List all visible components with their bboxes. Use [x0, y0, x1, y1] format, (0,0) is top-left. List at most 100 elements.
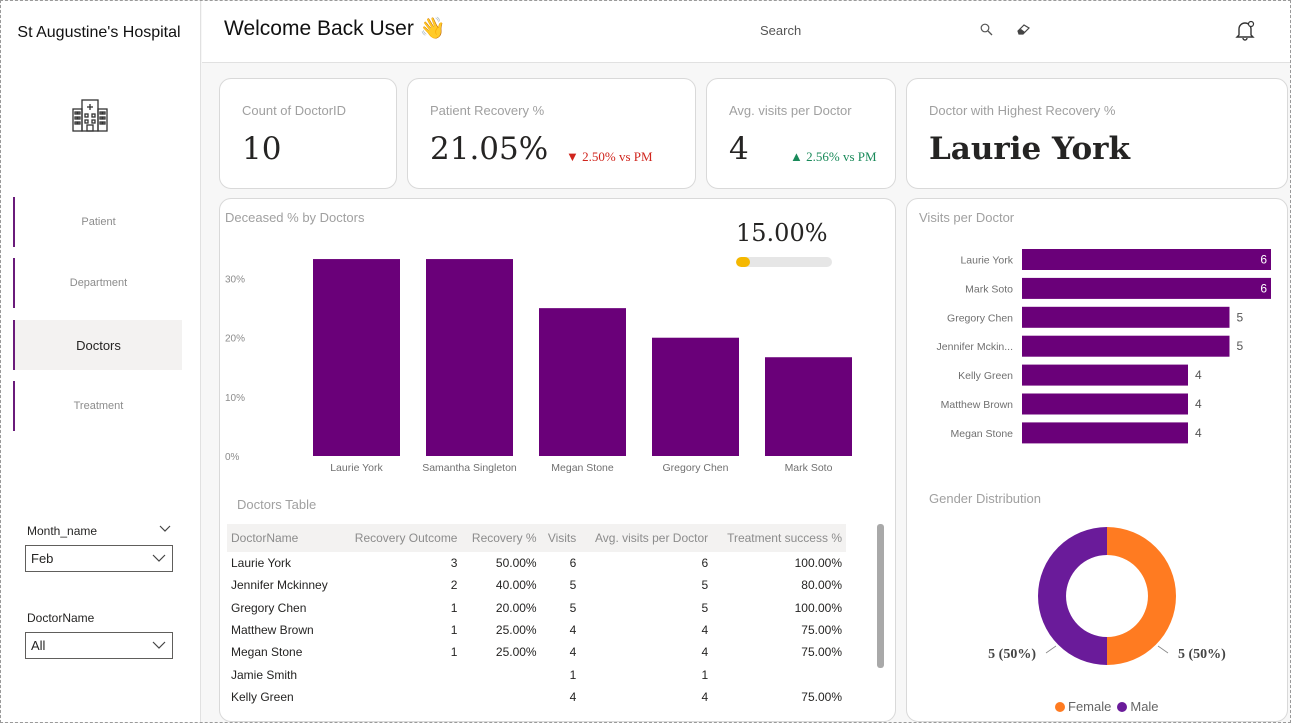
y-tick-label: Laurie York — [960, 255, 1013, 267]
notification-bell-icon[interactable] — [1234, 19, 1256, 41]
kpi-count-doctor: Count of DoctorID 10 — [219, 78, 397, 189]
visits-bar[interactable] — [1022, 335, 1230, 357]
deceased-and-table-card: Deceased % by Doctors 15.00% 0% 10% 20% 30%… — [219, 198, 896, 722]
x-tick-label: Mark Soto — [785, 462, 833, 474]
page-title: Welcome Back User 👋 — [224, 17, 446, 40]
table-cell: Kelly Green — [231, 689, 294, 704]
deceased-gauge-track — [736, 257, 832, 267]
table-cell: 4 — [701, 645, 709, 660]
column-header[interactable]: Visits — [540, 524, 581, 552]
table-cell: 75.00% — [801, 645, 842, 660]
column-header[interactable]: Recovery Outcome — [340, 524, 462, 552]
table-cell: 20.00% — [495, 600, 537, 615]
kpi-top-doctor: Doctor with Highest Recovery % Laurie Yo… — [906, 78, 1288, 189]
search-input[interactable]: Search — [760, 23, 802, 38]
legend-label: Male — [1130, 699, 1159, 714]
table-cell: 40.00% — [495, 578, 537, 593]
data-label: 5 (50%) — [1178, 647, 1226, 662]
table-cell: 5 — [569, 600, 577, 615]
nav-doctors[interactable]: Doctors — [13, 320, 182, 370]
x-tick-label: Gregory Chen — [663, 462, 729, 474]
deceased-bar[interactable] — [652, 337, 739, 456]
month-dropdown[interactable]: Feb — [25, 545, 173, 572]
y-tick-label: Jennifer Mckin... — [937, 341, 1013, 353]
table-cell: 1 — [569, 667, 577, 682]
chevron-down-icon — [152, 641, 166, 649]
donut-slice[interactable] — [1107, 527, 1176, 665]
deceased-bar[interactable] — [539, 308, 626, 456]
eraser-icon[interactable] — [1016, 22, 1032, 36]
table-cell: Gregory Chen — [231, 600, 307, 615]
table-row[interactable]: Megan Stone 1 25.00% 4 4 75.00% — [227, 641, 846, 663]
data-label: 4 — [1195, 368, 1202, 382]
table-cell: Matthew Brown — [231, 623, 314, 638]
table-row[interactable]: Jamie Smith 1 1 — [227, 663, 846, 685]
chart-title: Visits per Doctor — [919, 210, 1015, 225]
visits-bar[interactable] — [1022, 249, 1271, 270]
column-header[interactable]: DoctorName — [227, 524, 341, 552]
table-row[interactable]: Gregory Chen 1 20.00% 5 5 100.00% — [227, 597, 846, 619]
kpi-value: Laurie York — [929, 131, 1130, 167]
doctors-table: DoctorName Recovery Outcome Recovery % Visi… — [227, 524, 846, 708]
leader-line — [1045, 645, 1057, 654]
header: Welcome Back User 👋 Search — [202, 1, 1290, 63]
nav-department[interactable]: Department — [13, 258, 182, 308]
data-label: 5 — [1237, 310, 1244, 324]
deceased-gauge-fill — [736, 257, 751, 267]
nav-patient[interactable]: Patient — [13, 197, 182, 247]
table-row[interactable]: Jennifer Mckinney 2 40.00% 5 5 80.00% — [227, 574, 846, 596]
doctor-dropdown[interactable]: All — [25, 632, 173, 659]
data-label: 5 — [1237, 339, 1244, 353]
table-cell: 4 — [569, 689, 577, 704]
visits-and-gender-card: Visits per Doctor Laurie York 6 Mark Soto 6… — [906, 198, 1288, 722]
table-cell: 50.00% — [495, 556, 537, 571]
leader-line — [1157, 645, 1169, 654]
x-tick-label: Samantha Singleton — [422, 462, 517, 474]
visits-bar[interactable] — [1022, 393, 1188, 415]
visits-bar[interactable] — [1022, 306, 1230, 328]
column-header[interactable]: Avg. visits per Doctor — [580, 524, 713, 552]
table-cell: 4 — [569, 623, 577, 638]
table-cell: 1 — [450, 645, 458, 660]
deceased-bar[interactable] — [313, 259, 400, 456]
kpi-avg-visits: Avg. visits per Doctor 4 ▲ 2.56% vs PM — [706, 78, 896, 189]
deceased-bar[interactable] — [765, 357, 852, 456]
column-header[interactable]: Recovery % — [461, 524, 541, 552]
table-cell: Megan Stone — [231, 645, 303, 660]
column-header[interactable]: Treatment success % — [712, 524, 846, 552]
table-cell: 1 — [450, 600, 458, 615]
visits-bar-chart: Laurie York 6 Mark Soto 6 Gregory Chen 5 Jenni… — [937, 249, 1271, 444]
chevron-down-icon — [152, 554, 166, 562]
table-cell — [341, 663, 462, 685]
table-cell: 6 — [569, 556, 577, 571]
table-scrollbar[interactable] — [877, 524, 884, 668]
chevron-down-icon[interactable] — [159, 525, 171, 533]
data-label: 6 — [1260, 253, 1267, 267]
table-row[interactable]: Kelly Green 4 4 75.00% — [227, 686, 846, 708]
y-tick-label: Matthew Brown — [941, 399, 1014, 411]
table-row[interactable]: Laurie York 3 50.00% 6 6 100.00% — [227, 552, 846, 574]
table-cell: 75.00% — [801, 623, 842, 638]
donut-slice[interactable] — [1038, 527, 1107, 665]
nav-treatment[interactable]: Treatment — [13, 381, 182, 431]
kpi-value: 10 — [242, 131, 282, 167]
y-tick-label: Gregory Chen — [947, 312, 1013, 324]
kpi-label: Count of DoctorID — [242, 103, 347, 118]
chart-title: Gender Distribution — [929, 491, 1041, 506]
visits-bar[interactable] — [1022, 364, 1188, 386]
nav-label: Department — [69, 277, 128, 289]
search-icon[interactable] — [980, 23, 993, 36]
visits-bar[interactable] — [1022, 277, 1271, 299]
visits-bar[interactable] — [1022, 422, 1188, 444]
month-slicer-label: Month_name — [27, 524, 98, 538]
kpi-delta: ▲ 2.56% vs PM — [790, 149, 877, 164]
deceased-bar[interactable] — [426, 259, 513, 456]
data-label: 6 — [1260, 281, 1267, 295]
y-tick-label: 20% — [225, 334, 245, 345]
table-cell: 1 — [450, 623, 458, 638]
table-cell: 4 — [569, 645, 577, 660]
doctor-dropdown-value: All — [31, 638, 46, 653]
table-row[interactable]: Matthew Brown 1 25.00% 4 4 75.00% — [227, 619, 846, 641]
data-label: 5 (50%) — [988, 647, 1036, 662]
